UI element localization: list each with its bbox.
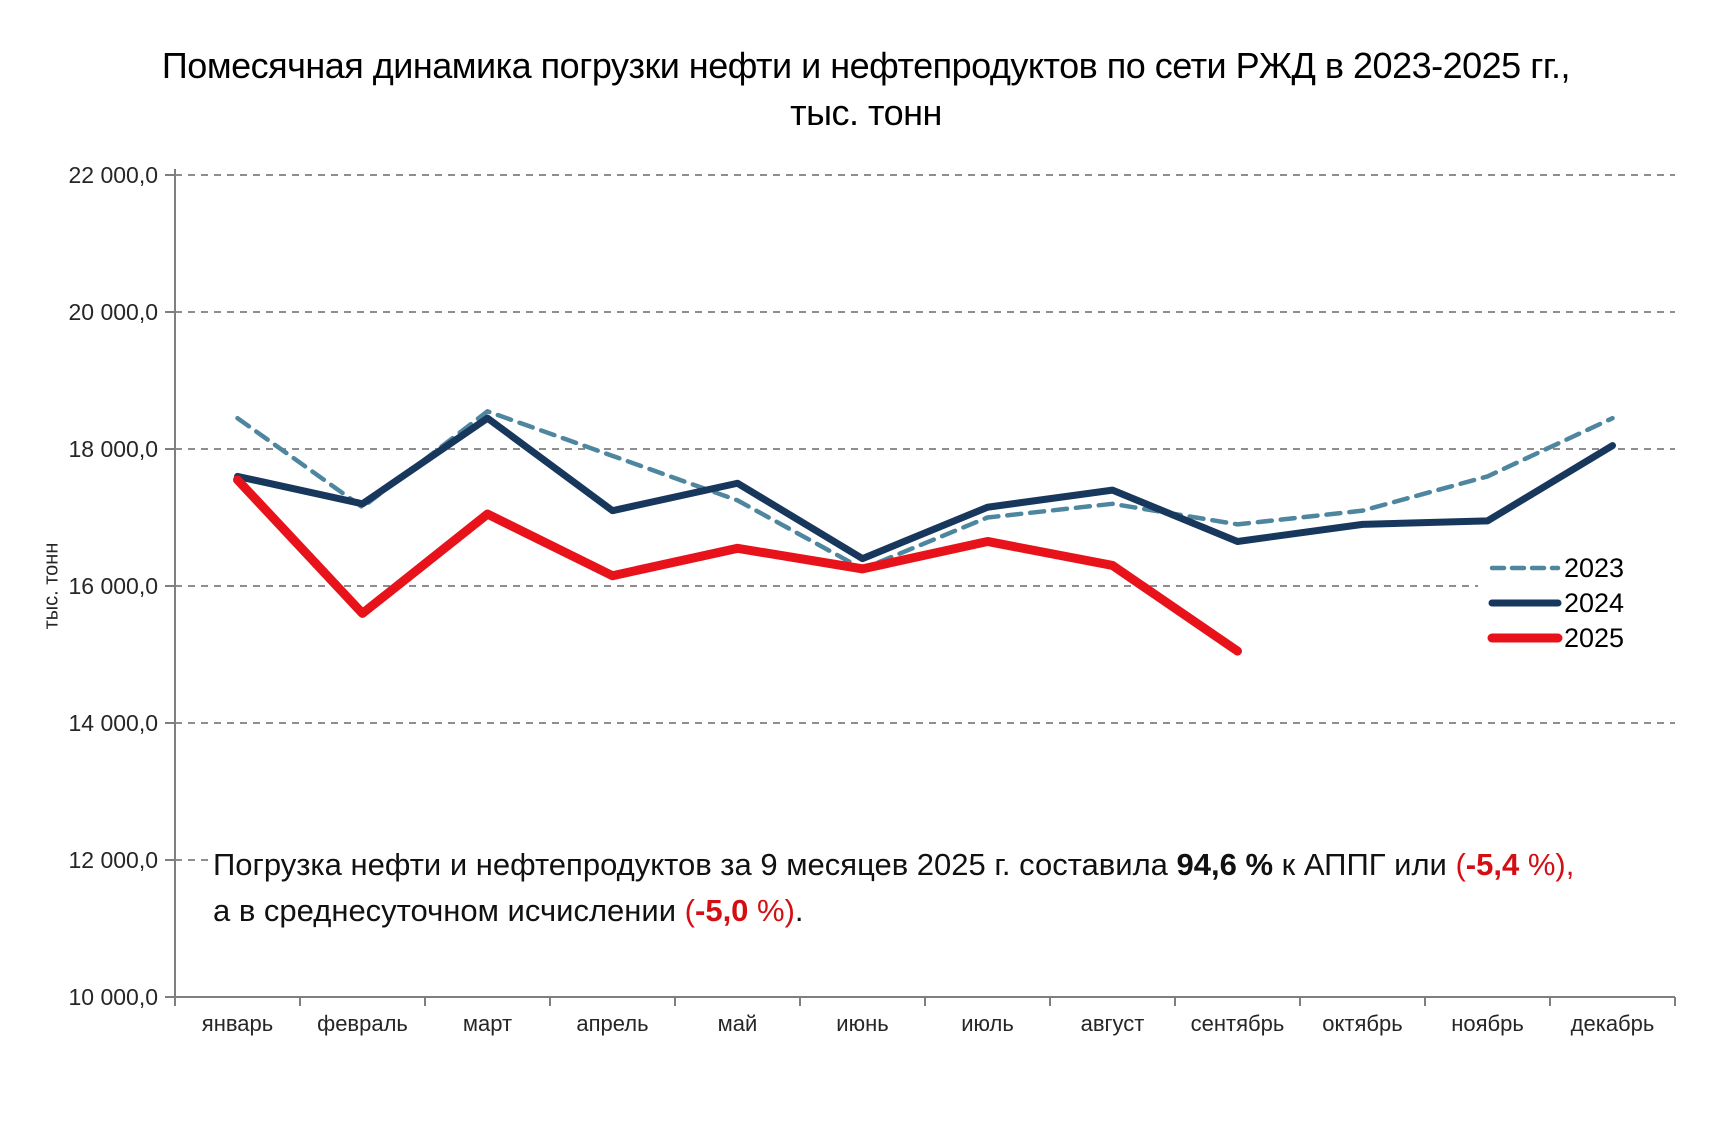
series-line-2025 [233, 475, 1242, 656]
legend-label-2024: 2024 [1564, 588, 1624, 618]
x-tick-label-октябрь: октябрь [1322, 1011, 1402, 1036]
x-tick-label-сентябрь: сентябрь [1191, 1011, 1285, 1036]
chart-title: Помесячная динамика погрузки нефти и неф… [0, 42, 1732, 136]
x-tick-label-ноябрь: ноябрь [1451, 1011, 1524, 1036]
annotation-red-value: -5,4 [1465, 847, 1520, 882]
annotation-line2: а в среднесуточном исчислении (-5,0 %). [213, 888, 1715, 934]
annotation: Погрузка нефти и нефтепродуктов за 9 мес… [213, 842, 1715, 934]
x-tick-label-март: март [463, 1011, 512, 1036]
annotation-red-close: %) [748, 893, 795, 928]
y-tick-label: 14 000,0 [68, 710, 158, 736]
chart-title-line2: тыс. тонн [790, 92, 942, 133]
series-line-2024 [234, 414, 1616, 563]
x-tick-label-июнь: июнь [836, 1011, 888, 1036]
legend-label-2023: 2023 [1564, 553, 1624, 583]
y-tick-label: 10 000,0 [68, 984, 158, 1010]
x-tick-label-август: август [1081, 1011, 1145, 1036]
y-tick-label: 20 000,0 [68, 299, 158, 325]
legend-label-2025: 2025 [1564, 623, 1624, 653]
y-tick-label: 22 000,0 [68, 162, 158, 188]
annotation-bold-percent: 94,6 % [1176, 847, 1274, 882]
annotation-red-value: -5,0 [695, 893, 749, 928]
annotation-text: Погрузка нефти и нефтепродуктов за 9 мес… [213, 847, 1177, 882]
annotation-text: а в среднесуточном исчислении [213, 893, 685, 928]
x-tick-label-декабрь: декабрь [1571, 1011, 1655, 1036]
y-axis-title: тыс. тонн [40, 542, 63, 630]
x-tick-label-апрель: апрель [576, 1011, 648, 1036]
x-tick-label-январь: январь [202, 1011, 273, 1036]
y-tick-label: 18 000,0 [68, 436, 158, 462]
y-tick-label: 16 000,0 [68, 573, 158, 599]
x-tick-label-май: май [718, 1011, 758, 1036]
x-tick-label-июль: июль [961, 1011, 1014, 1036]
chart-title-line1: Помесячная динамика погрузки нефти и неф… [161, 45, 1571, 86]
annotation-text: к АППГ или [1273, 847, 1456, 882]
x-tick-label-февраль: февраль [317, 1011, 408, 1036]
annotation-red-close: %), [1519, 847, 1575, 882]
annotation-text: . [794, 893, 804, 928]
series-line-2023 [235, 409, 1615, 572]
annotation-line1: Погрузка нефти и нефтепродуктов за 9 мес… [213, 842, 1715, 888]
annotation-red-paren: ( [1455, 847, 1466, 882]
annotation-red-paren: ( [684, 893, 695, 928]
y-tick-label: 12 000,0 [68, 847, 158, 873]
